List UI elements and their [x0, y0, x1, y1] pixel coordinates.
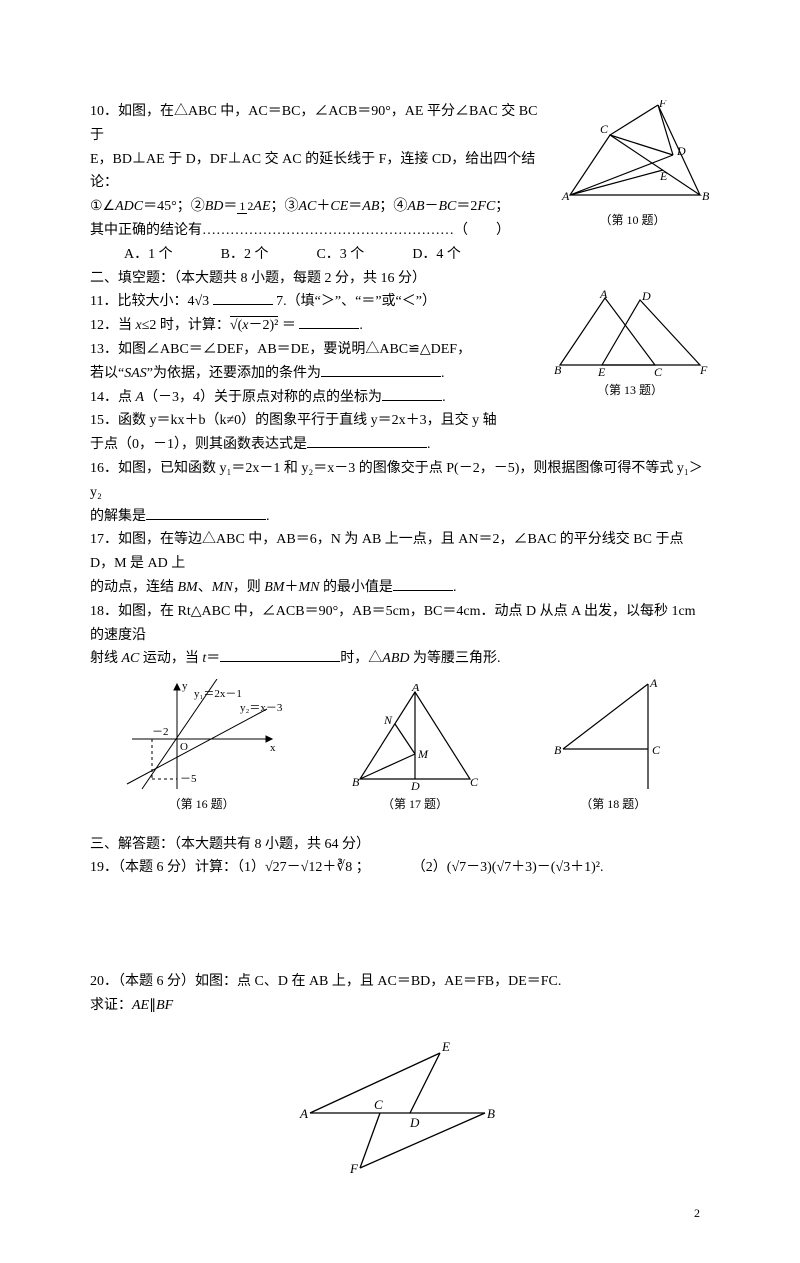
fig13-caption: （第 13 题）	[550, 380, 710, 400]
svg-text:E: E	[597, 365, 606, 379]
svg-text:D: D	[410, 779, 420, 793]
svg-text:F: F	[349, 1161, 359, 1173]
svg-text:B: B	[554, 363, 562, 377]
svg-text:A: A	[411, 684, 420, 694]
section3-header: 三、解答题：（本大题共有 8 小题，共 64 分）	[90, 833, 710, 857]
svg-text:D: D	[409, 1115, 420, 1130]
q10-optD: D．4 个	[412, 243, 461, 267]
section2-header: 二、填空题：（本大题共 8 小题，每题 2 分，共 16 分）	[90, 267, 710, 291]
q10-optB: B．2 个	[221, 243, 269, 267]
svg-text:E: E	[441, 1039, 450, 1054]
q10-optA: A．1 个	[124, 243, 173, 267]
q10-conc: 其中正确的结论有………………………………………………（ ）	[90, 219, 547, 243]
svg-text:D: D	[676, 144, 686, 158]
svg-text:A: A	[649, 679, 658, 690]
q11-15-row: 11．比较大小：4√3 7.（填“＞”、“＝”或“＜”） 12．当 x≤2 时，…	[90, 290, 710, 457]
svg-text:F: F	[658, 100, 667, 110]
q18a: 18．如图，在 Rt△ABC 中，∠ACB＝90°，AB＝5cm，BC＝4cm．…	[90, 600, 710, 648]
q10-stem2: E，BD⊥AE 于 D，DF⊥AC 交 AC 的延长线于 F，连接 CD，给出四…	[90, 148, 547, 196]
q17a: 17．如图，在等边△ABC 中，AB＝6，N 为 AB 上一点，且 AN＝2，∠…	[90, 528, 710, 576]
svg-text:C: C	[654, 365, 663, 379]
svg-text:B: B	[702, 189, 710, 203]
fig10-svg: A B C D E F	[555, 100, 710, 210]
svg-text:F: F	[699, 363, 708, 377]
q10-figure: A B C D E F （第 10 题）	[555, 100, 710, 230]
q16b: 的解集是.	[90, 505, 710, 529]
q10-stem1: 10．如图，在△ABC 中，AC＝BC，∠ACB＝90°，AE 平分∠BAC 交…	[90, 100, 547, 148]
fig13-svg: A B C D E F	[550, 290, 710, 380]
q14: 14．点 A（－3，4）关于原点对称的点的坐标为.	[90, 386, 542, 410]
fig18: A B C （第 18 题）	[548, 679, 678, 814]
figs-16-17-18: y x O y₁＝2x－1 y₂＝x－3 －2 －5 （第 16 题） A B …	[90, 679, 710, 814]
svg-text:x: x	[270, 742, 276, 754]
page-number: 2	[90, 1203, 710, 1223]
svg-text:D: D	[641, 290, 651, 303]
q12: 12．当 x≤2 时，计算：√(x－2)² ＝ .	[90, 314, 542, 338]
svg-text:－2: －2	[152, 726, 169, 738]
svg-text:B: B	[554, 743, 562, 757]
fig17: A B C D M N （第 17 题）	[345, 684, 485, 814]
svg-text:y: y	[182, 680, 188, 692]
q10-text: 10．如图，在△ABC 中，AC＝BC，∠ACB＝90°，AE 平分∠BAC 交…	[90, 100, 547, 267]
svg-text:O: O	[180, 741, 188, 753]
q13a: 13．如图∠ABC＝∠DEF，AB＝DE，要说明△ABC≌△DEF，	[90, 338, 542, 362]
q19: 19．（本题 6 分）计算：（1）√27－√12＋∛8 ； （2）(√7－3)(…	[90, 856, 710, 880]
fig20: A B C D E F	[90, 1033, 710, 1173]
svg-text:C: C	[374, 1097, 383, 1112]
svg-text:M: M	[417, 747, 429, 761]
svg-text:C: C	[600, 122, 609, 136]
q18b: 射线 AC 运动，当 t＝时，△ABD 为等腰三角形.	[90, 647, 710, 671]
q10-row: 10．如图，在△ABC 中，AC＝BC，∠ACB＝90°，AE 平分∠BAC 交…	[90, 100, 710, 267]
fig16: y x O y₁＝2x－1 y₂＝x－3 －2 －5 （第 16 题）	[122, 679, 282, 814]
svg-text:B: B	[352, 775, 360, 789]
svg-text:C: C	[652, 743, 661, 757]
q13b: 若以“SAS”为依据，还要添加的条件为.	[90, 362, 542, 386]
q15b: 于点（0，－1），则其函数表达式是.	[90, 433, 542, 457]
svg-text:C: C	[470, 775, 479, 789]
q17b: 的动点，连结 BM、MN，则 BM＋MN 的最小值是.	[90, 576, 710, 600]
svg-text:E: E	[659, 169, 668, 183]
svg-text:B: B	[487, 1106, 495, 1121]
svg-text:A: A	[299, 1106, 308, 1121]
fig10-caption: （第 10 题）	[555, 210, 710, 230]
svg-text:y₁＝2x－1: y₁＝2x－1	[194, 688, 242, 700]
svg-text:－5: －5	[180, 773, 197, 785]
svg-text:A: A	[599, 290, 608, 301]
q20a: 20．（本题 6 分）如图：点 C、D 在 AB 上，且 AC＝BD，AE＝FB…	[90, 970, 710, 994]
q15a: 15．函数 y＝kx＋b（k≠0）的图象平行于直线 y＝2x＋3，且交 y 轴	[90, 409, 542, 433]
svg-text:N: N	[383, 713, 393, 727]
q16a: 16．如图，已知函数 y₁＝2x－1 和 y₂＝x－3 的图像交于点 P(－2，…	[90, 457, 710, 505]
q10-options: A．1 个 B．2 个 C．3 个 D．4 个	[90, 243, 547, 267]
q10-items: ①∠ADC＝45°；②BD＝12AE；③AC＋CE＝AB；④AB－BC＝2FC；	[90, 195, 547, 219]
svg-text:A: A	[561, 189, 570, 203]
q11: 11．比较大小：4√3 7.（填“＞”、“＝”或“＜”）	[90, 290, 542, 314]
q11-15-text: 11．比较大小：4√3 7.（填“＞”、“＝”或“＜”） 12．当 x≤2 时，…	[90, 290, 542, 457]
svg-text:y₂＝x－3: y₂＝x－3	[240, 702, 282, 714]
q20b: 求证：AE∥BF	[90, 994, 710, 1018]
q10-optC: C．3 个	[316, 243, 364, 267]
fig13: A B C D E F （第 13 题）	[550, 290, 710, 400]
